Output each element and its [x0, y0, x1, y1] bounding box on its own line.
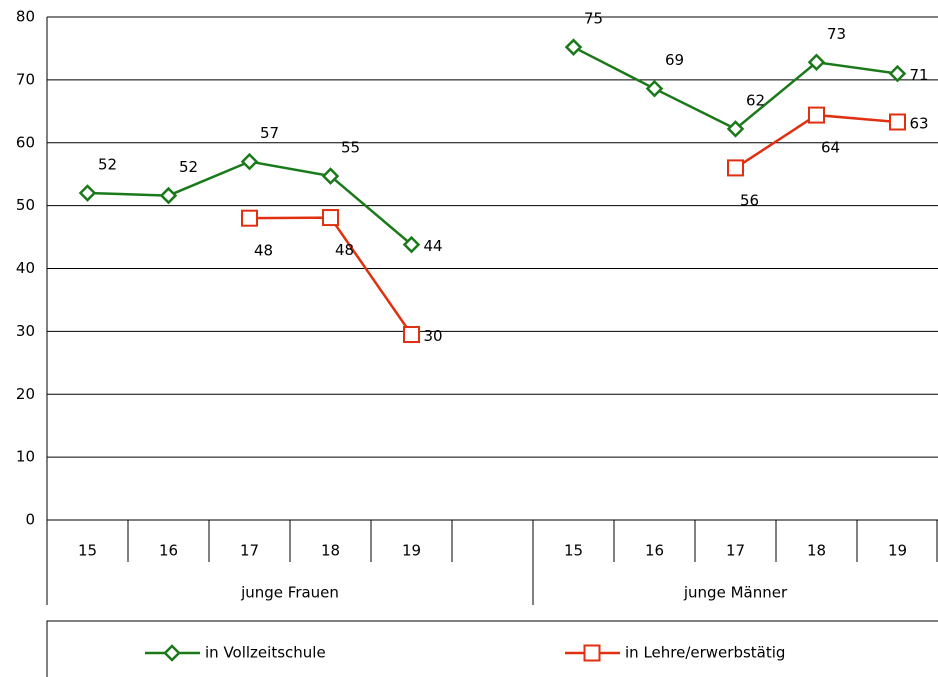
x-tick-label: 17: [240, 542, 259, 560]
data-label: 48: [254, 242, 273, 260]
data-label: 69: [665, 51, 684, 69]
x-tick-label: 16: [645, 542, 664, 560]
data-label: 55: [341, 139, 360, 157]
x-tick-label: 19: [402, 542, 421, 560]
legend-label: in Vollzeitschule: [205, 644, 326, 662]
group-label: junge Frauen: [240, 584, 339, 602]
y-tick-label: 60: [16, 133, 35, 151]
marker: [726, 120, 745, 138]
data-label: 52: [179, 158, 198, 176]
data-label: 63: [910, 115, 929, 133]
data-label: 73: [827, 25, 846, 43]
x-tick-label: 18: [321, 542, 340, 560]
marker: [78, 184, 97, 202]
data-label: 64: [821, 139, 840, 157]
marker: [807, 53, 826, 72]
marker: [888, 64, 907, 83]
x-tick-label: 16: [159, 542, 178, 560]
data-label: 48: [335, 241, 354, 259]
y-tick-label: 30: [16, 322, 35, 340]
marker: [402, 235, 421, 254]
legend-marker: [163, 644, 181, 662]
data-label: 30: [424, 327, 443, 345]
series-line: [87, 46, 898, 246]
marker: [240, 152, 259, 171]
marker: [889, 113, 906, 131]
y-tick-label: 70: [16, 70, 35, 88]
group-label: junge Männer: [683, 584, 788, 602]
y-tick-label: 10: [16, 448, 35, 466]
y-tick-label: 80: [16, 8, 35, 26]
marker: [808, 106, 825, 124]
data-label: 75: [584, 10, 603, 28]
data-label: 52: [98, 156, 117, 174]
marker: [241, 209, 258, 227]
y-tick-label: 40: [16, 259, 35, 277]
x-tick-label: 18: [807, 542, 826, 560]
marker: [403, 326, 420, 344]
legend-box: [46, 620, 938, 677]
y-tick-label: 0: [25, 511, 35, 529]
marker: [727, 159, 744, 177]
x-tick-label: 17: [726, 542, 745, 560]
y-tick-label: 50: [16, 196, 35, 214]
marker: [159, 186, 178, 205]
marker: [322, 209, 339, 227]
data-label: 44: [424, 237, 443, 255]
legend-label: in Lehre/erwerbstätig: [625, 644, 785, 662]
x-tick-label: 19: [888, 542, 907, 560]
y-tick-label: 20: [16, 385, 35, 403]
data-label: 56: [740, 191, 759, 209]
legend-marker: [583, 644, 601, 662]
data-label: 57: [260, 124, 279, 142]
marker: [321, 167, 340, 185]
data-label: 62: [746, 91, 765, 109]
data-label: 71: [910, 66, 929, 84]
marker: [564, 38, 583, 56]
marker: [645, 79, 664, 98]
x-tick-label: 15: [564, 542, 583, 560]
x-tick-label: 15: [78, 542, 97, 560]
